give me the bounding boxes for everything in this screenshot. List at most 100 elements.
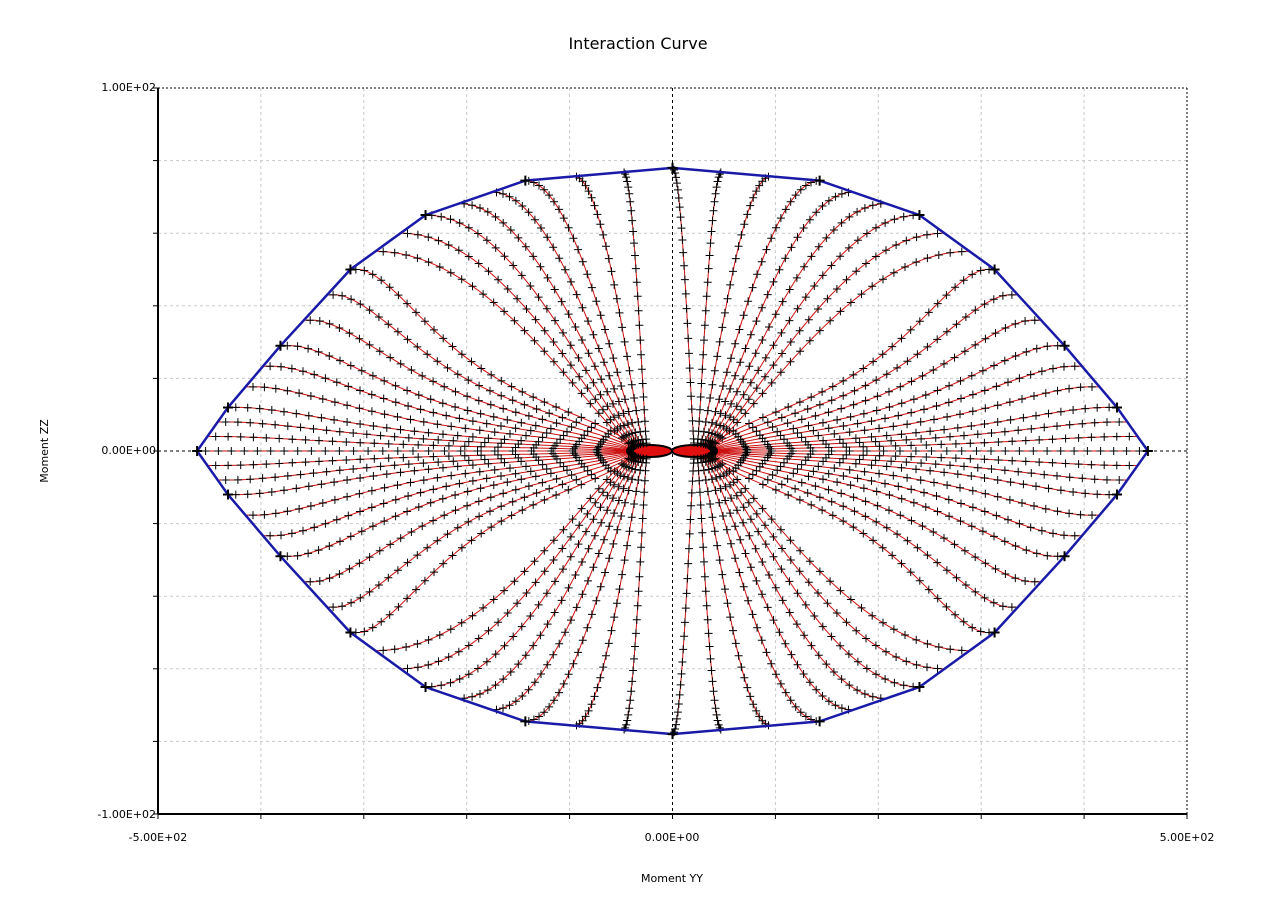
interaction-curve-line [303, 319, 632, 449]
envelope-vertex-marker [1112, 489, 1123, 500]
curve-marker-set [701, 188, 853, 449]
curve-marker-set [351, 265, 637, 452]
interaction-curve-line [425, 456, 636, 688]
interaction-curve-line [458, 203, 638, 446]
envelope-vertex-marker [222, 489, 233, 500]
envelope-curve [192, 162, 1153, 740]
envelope-vertex-marker [667, 162, 678, 173]
chart-title: Interaction Curve [568, 34, 708, 53]
curve-marker-set [403, 452, 639, 673]
interaction-curve-line [710, 250, 970, 447]
envelope-vertex-marker [520, 716, 531, 727]
interaction-curve-line [245, 451, 631, 516]
envelope-vertex-marker [1142, 446, 1153, 456]
curve-marker-set [329, 450, 636, 612]
envelope-vertex-marker [420, 210, 431, 221]
interaction-curve-line [245, 386, 631, 451]
interaction-curve-line [425, 214, 636, 446]
curve-marker-set [620, 168, 651, 448]
interaction-curve-line [712, 319, 1042, 449]
envelope-vertex-marker [345, 627, 356, 638]
envelope-vertex-marker [345, 264, 356, 275]
interaction-curve-line [280, 452, 631, 557]
curve-marker-set [704, 211, 918, 450]
envelope-vertex-marker [989, 264, 1000, 275]
interaction-curve-line [492, 191, 639, 445]
y-tick-label-middle: 0.00E+00 [101, 444, 156, 457]
interaction-curve-line [525, 457, 641, 722]
curve-marker-set [427, 211, 640, 450]
curve-marker-set [329, 290, 636, 452]
interaction-curve-line [303, 453, 632, 583]
x-tick-label-right: 5.00E+02 [1160, 831, 1215, 844]
curve-marker-set [306, 316, 636, 453]
curve-marker-set [708, 450, 1016, 612]
interaction-curve-line [700, 175, 771, 444]
interaction-curve-line [711, 269, 995, 448]
envelope-vertex-marker [275, 340, 286, 351]
interaction-curve-line [706, 456, 887, 699]
interaction-curve-line [712, 453, 1042, 583]
interaction-curve-line [350, 269, 633, 448]
curve-marker-set [708, 290, 1016, 452]
envelope-vertex-marker [814, 716, 825, 727]
axes: 1.00E+02 0.00E+00 -1.00E+02 -5.00E+02 0.… [38, 81, 1214, 885]
envelope-vertex-marker [989, 627, 1000, 638]
interaction-curve-line [706, 203, 887, 446]
curve-marker-set [351, 450, 637, 637]
curve-marker-set [427, 452, 640, 691]
interaction-curve-line [400, 455, 635, 670]
curve-marker-set [708, 449, 1039, 586]
curve-marker-set [704, 452, 918, 691]
interaction-curve-line [713, 451, 1100, 516]
interaction-curve-line [327, 294, 633, 449]
interaction-curve-line [711, 453, 1018, 608]
interaction-curve-line [375, 250, 634, 447]
interaction-curve-line [713, 345, 1065, 450]
envelope-vertex-marker [1112, 402, 1123, 413]
envelope-vertex-marker [222, 402, 233, 413]
interaction-curve-line [280, 345, 631, 450]
interaction-curve-line [713, 452, 1082, 537]
curve-marker-set [669, 455, 698, 738]
interaction-curve-line [705, 191, 853, 445]
interaction-curve-line [574, 458, 644, 727]
interaction-curve-line [700, 458, 771, 727]
interaction-curve-line [458, 456, 638, 699]
curve-marker-set [705, 229, 942, 450]
envelope-vertex-marker [1059, 340, 1070, 351]
envelope-vertex-marker [192, 446, 203, 456]
envelope-vertex-marker [667, 729, 678, 740]
curve-markers [201, 164, 1144, 738]
interaction-curve-line [713, 452, 1065, 557]
interaction-curve-line [713, 365, 1082, 450]
interaction-curve-line [525, 180, 641, 445]
interaction-curve-line [709, 232, 945, 447]
y-tick-label-top: 1.00E+02 [101, 81, 156, 94]
interaction-curve-line [703, 180, 820, 445]
interaction-curve-line [708, 456, 920, 688]
y-tick-label-bottom: -1.00E+02 [97, 808, 156, 821]
curve-marker-set [403, 229, 639, 450]
interaction-curve-line [705, 457, 853, 711]
y-axis-title: Moment ZZ [38, 419, 51, 483]
curve-marker-set [460, 453, 641, 703]
envelope-vertex-marker [814, 175, 825, 186]
interaction-curve-line [574, 175, 644, 444]
curve-marker-set [707, 450, 993, 637]
envelope-vertex-marker [1059, 551, 1070, 562]
curve-marker-set [703, 453, 885, 703]
interaction-curve-line [703, 457, 820, 722]
interaction-curve-line [263, 452, 631, 537]
interaction-curve-line [375, 455, 634, 652]
interaction-curve-line [710, 455, 970, 652]
interaction-curve-line [327, 453, 633, 608]
curve-marker-set [707, 265, 993, 452]
curve-marker-set [705, 452, 942, 673]
interaction-curve-line [492, 457, 639, 711]
interaction-curve-line [708, 214, 920, 446]
envelope-vertex-marker [275, 551, 286, 562]
x-axis-title: Moment YY [641, 872, 703, 885]
envelope-vertex-marker [914, 681, 925, 692]
